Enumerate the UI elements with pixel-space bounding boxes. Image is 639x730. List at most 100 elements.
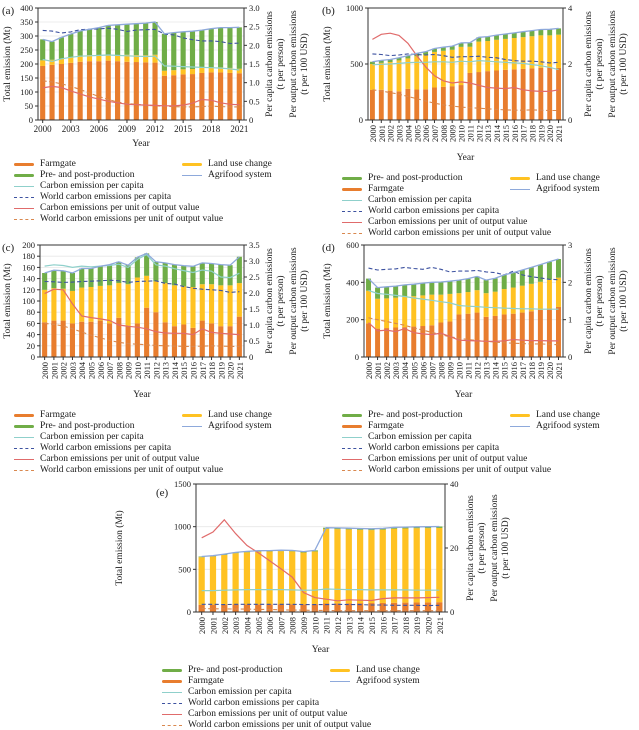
legend-label: Farmgate — [40, 159, 76, 169]
legend-item-farmgate: Farmgate — [14, 159, 182, 170]
bar-segment-pre_post — [501, 274, 507, 290]
bar-segment-pre_post — [116, 261, 122, 284]
svg-text:4: 4 — [568, 3, 573, 13]
bar-segment-farmgate — [436, 602, 443, 612]
legend-row: Carbon emission per capita — [342, 195, 639, 206]
legend-label: Agrifood system — [356, 676, 420, 686]
bar-segment-farmgate — [124, 61, 130, 120]
svg-text:2005: 2005 — [409, 362, 419, 379]
legend-swatch-world_per_capita-icon — [342, 211, 362, 212]
bar-segment-farmgate — [411, 326, 417, 357]
bar-segment-farmgate — [180, 74, 186, 120]
bar-segment-pre_post — [58, 37, 64, 59]
bar-segment-farmgate — [115, 61, 121, 120]
bar-segment-farmgate — [511, 69, 517, 120]
svg-text:2014: 2014 — [170, 361, 180, 379]
legend-label: Carbon emission per capita — [368, 195, 472, 205]
legend-row: World carbon emissions per unit of outpu… — [14, 465, 320, 476]
legend-label: Carbon emission per capita — [188, 687, 292, 697]
svg-text:2018: 2018 — [527, 125, 537, 142]
svg-text:2016: 2016 — [378, 617, 388, 634]
svg-text:120: 120 — [22, 285, 35, 295]
legend-item-farmgate: Farmgate — [14, 410, 182, 421]
svg-text:3.0: 3.0 — [249, 3, 260, 13]
legend-label: Carbon emissions per unit of output valu… — [188, 709, 348, 719]
bar-segment-pre_post — [547, 29, 553, 36]
legend-item-world_per_capita: World carbon emissions per capita — [342, 443, 499, 454]
bar-segment-land_use — [379, 529, 386, 603]
bar-segment-farmgate — [161, 75, 167, 120]
y-axis-left-title: Total emission (Mt) — [114, 510, 125, 585]
bar-segment-pre_post — [218, 264, 224, 286]
svg-text:2014: 2014 — [492, 124, 502, 142]
bar-segment-pre_post — [369, 61, 375, 64]
bar-segment-land_use — [519, 285, 525, 313]
bar-segment-farmgate — [334, 603, 341, 612]
bar-segment-pre_post — [438, 281, 444, 295]
bar-segment-land_use — [115, 55, 121, 62]
bar-segment-pre_post — [483, 280, 489, 294]
bar-segment-land_use — [88, 287, 94, 322]
legend-swatch-per_capita-icon — [14, 437, 34, 438]
svg-text:2001: 2001 — [208, 617, 218, 634]
y-axis-left-title: Total emission (Mt) — [2, 263, 13, 338]
bar-segment-pre_post — [494, 35, 499, 40]
legend-item-world_per_output: World carbon emissions per unit of outpu… — [342, 228, 551, 239]
bar-segment-farmgate — [390, 602, 398, 612]
bar-segment-land_use — [449, 49, 455, 87]
svg-text:2021: 2021 — [554, 362, 564, 379]
svg-text:2015: 2015 — [174, 124, 193, 134]
bar-segment-farmgate — [79, 321, 85, 357]
bar-segment-farmgate — [423, 89, 429, 120]
bar-segment-land_use — [555, 277, 561, 307]
bar-segment-land_use — [311, 551, 318, 605]
bar-segment-farmgate — [60, 320, 66, 357]
bar-segment-farmgate — [379, 602, 386, 612]
legend-swatch-farmgate-icon — [14, 162, 34, 167]
bar-segment-farmgate — [199, 320, 205, 357]
bar-segment-farmgate — [153, 312, 159, 357]
y-axis-right1-title: Per capita carbon emissions — [466, 495, 476, 601]
bar-segment-farmgate — [144, 307, 150, 357]
legend-item-per_capita: Carbon emission per capita — [342, 195, 472, 206]
svg-text:1000: 1000 — [174, 522, 191, 532]
legend-item-pre_post: Pre- and post-production — [162, 665, 330, 676]
y-axis-right1-units: (t per person) — [594, 38, 605, 89]
line-per-capita — [368, 289, 559, 310]
svg-text:2011: 2011 — [465, 125, 475, 142]
bar-segment-land_use — [77, 55, 83, 62]
legend-row: World carbon emissions per capita — [14, 443, 320, 454]
subplot-a: 0 50 100 150 200 250 300 350 400 0 0.5 1.0 1.5 2.0 2.5… — [0, 0, 320, 225]
bar-segment-land_use — [413, 528, 420, 603]
bar-segment-pre_post — [467, 42, 473, 47]
bar-segment-pre_post — [152, 22, 158, 55]
bar-segment-land_use — [181, 286, 187, 325]
svg-text:40: 40 — [27, 330, 36, 340]
legend-label: Pre- and post-production — [40, 170, 135, 180]
svg-text:1500: 1500 — [174, 479, 191, 489]
svg-text:2006: 2006 — [421, 125, 431, 142]
svg-text:2019: 2019 — [216, 362, 226, 379]
svg-text:2009: 2009 — [299, 617, 309, 634]
svg-text:2017: 2017 — [518, 362, 528, 379]
bar-segment-pre_post — [143, 23, 149, 56]
legend-swatch-per_capita-icon — [14, 186, 34, 187]
legend-label: Carbon emissions per unit of output valu… — [40, 203, 200, 213]
svg-text:2005: 2005 — [254, 617, 264, 634]
bar-segment-land_use — [171, 285, 178, 327]
bar-segment-farmgate — [519, 312, 525, 357]
bar-segment-land_use — [40, 60, 46, 66]
legend-row: Carbon emissions per unit of output valu… — [14, 203, 320, 214]
bar-segment-farmgate — [546, 308, 552, 357]
legend-row: World carbon emissions per unit of outpu… — [14, 214, 320, 225]
bar-segment-farmgate — [413, 602, 420, 612]
bar-segment-pre_post — [411, 284, 417, 297]
bar-segment-pre_post — [529, 30, 535, 37]
svg-text:2006: 2006 — [418, 362, 428, 379]
svg-text:2021: 2021 — [230, 124, 248, 134]
bar-segment-land_use — [208, 67, 214, 73]
legend-item-land_use: Land use change — [330, 665, 420, 676]
